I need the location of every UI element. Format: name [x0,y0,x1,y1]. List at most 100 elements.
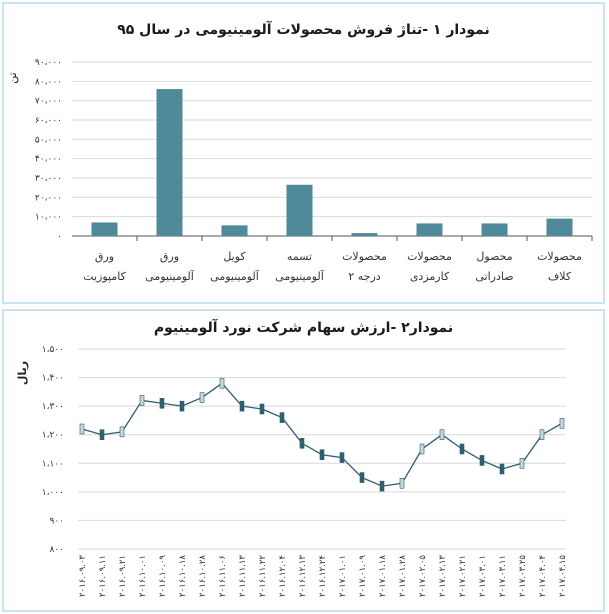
bar [416,223,443,236]
y-tick-label: ۷۰،۰۰۰ [35,97,62,107]
x-tick-label: ۲۰۱۷.۰۳.۰۱ [478,555,488,597]
stock-chart: ۸۰۰ ۹۰۰ ۱،۰۰۰ ۱،۱۰۰ ۱،۲۰۰ ۱،۳۰۰ ۱،۴۰۰ ۱،۵۰۰ ریال… [16,345,568,597]
y-tick-label: ۰ [57,232,62,242]
x-tick-label: ۲۰۱۶.۱۰.۱۸ [178,555,188,597]
x-tick-label: محصولات [407,250,452,263]
x-tick-label: کارمزدی [410,270,450,283]
bar [286,184,313,236]
x-tick-label: ۲۰۱۶.۰۹.۰۳ [78,555,88,597]
x-tick-label: ۲۰۱۷.۰۱.۰۹ [358,555,368,597]
price-point [479,455,485,466]
y-tick-label: ۱،۴۰۰ [42,374,64,384]
bar [221,225,248,236]
y-tick-label: ۹۰،۰۰۰ [35,58,62,68]
price-point [359,472,365,483]
stock-chart-title: نمودار۲ -ارزش سهام شرکت نورد آلومینیوم [153,320,454,336]
x-tick-label: ۲۰۱۶.۱۱.۱۳ [238,555,248,597]
price-point [259,403,265,415]
x-tick-label: ۲۰۱۶.۰۹.۲۱ [118,555,128,597]
price-point [379,480,385,492]
price-point [439,429,445,441]
bar [546,218,573,236]
y-tick-label: ۱،۵۰۰ [42,345,64,355]
x-tick-label: محصول [476,250,512,263]
y-axis-label: تن [6,72,19,83]
x-tick-label: ۲۰۱۷.۰۱.۱۸ [378,555,388,597]
x-tick-label: محصولات [342,250,387,263]
x-tick-label: ۲۰۱۶.۱۱.۲۲ [258,555,268,597]
y-tick-label: ۵۰،۰۰۰ [35,135,62,145]
x-tick-label: ۲۰۱۶.۱۲.۲۴ [318,555,328,597]
price-point [459,443,465,455]
x-tick-label: ۲۰۱۶.۱۲.۰۴ [278,555,288,597]
price-point [319,449,325,461]
y-tick-label: ۱،۳۰۰ [42,402,64,412]
y-tick-label: ۳۰،۰۰۰ [35,174,62,184]
y-tick-label: ۱،۲۰۰ [42,431,64,441]
y-tick-label: ۶۰،۰۰۰ [35,116,62,126]
price-point [179,400,185,412]
price-point [219,377,225,389]
bar-chart: ۰ ۱۰،۰۰۰ ۲۰،۰۰۰ ۳۰،۰۰۰ ۴۰،۰۰۰ ۵۰،۰۰۰ ۶۰،۰۰۰ ۷۰،… [6,58,593,283]
y-tick-label: ۲۰،۰۰۰ [35,193,62,203]
x-tick-label: ورق [160,250,179,263]
x-tick-label: ۲۰۱۷.۰۱.۰۱ [338,555,348,597]
x-tick-label: ۲۰۱۷.۰۲.۱۳ [438,555,448,597]
x-tick-label: ۲۰۱۷.۰۴.۰۴ [538,555,548,597]
price-point [559,417,565,429]
x-tick-label: کویل [223,250,246,263]
price-point [119,426,125,438]
price-point [199,392,205,403]
price-point [499,463,505,475]
price-point [279,412,285,423]
x-tick-label: ۲۰۱۷.۰۴.۱۵ [558,555,568,597]
x-tick-label: کلاف [548,270,572,283]
bar [156,89,183,236]
x-tick-label: ۲۰۱۶.۱۱.۰۶ [218,555,228,597]
stock-chart-panel: نمودار۲ -ارزش سهام شرکت نورد آلومینیوم ۸… [2,309,605,612]
y-tick-label: ۱،۰۰۰ [42,488,64,498]
price-point [139,395,145,406]
x-tick-label: ۲۰۱۷.۰۳.۱۱ [498,555,508,597]
x-tick-label: تسمه [287,250,312,263]
x-tick-label: آلومینیومی [145,269,195,283]
x-tick-label: ۲۰۱۶.۱۰.۰۱ [138,555,148,597]
x-tick-label: کامپوزیت [83,270,126,283]
y-tick-label: ۱۰،۰۰۰ [35,213,62,223]
x-tick-label: ۲۰۱۷.۰۳.۲۵ [518,555,528,597]
bar-chart-panel: نمودار ۱ -تناژ فروش محصولات آلومینیومی د… [2,2,605,304]
y-tick-label: ۱،۱۰۰ [42,459,64,469]
x-tick-label: محصولات [537,250,582,263]
x-tick-label: درجه ۲ [348,270,380,283]
bar-chart-title: نمودار ۱ -تناژ فروش محصولات آلومینیومی د… [117,22,490,38]
y-tick-label: ۸۰۰ [49,545,64,555]
x-tick-label: ۲۰۱۷.۰۲.۲۱ [458,555,468,597]
price-point [79,423,85,435]
y-tick-label: ۸۰،۰۰۰ [35,77,62,87]
y-axis-label: ریال [16,361,29,385]
price-point [239,400,245,412]
bar [351,233,378,236]
y-tick-label: ۴۰،۰۰۰ [35,155,62,165]
price-point [99,429,105,441]
price-point [539,429,545,441]
y-tick-label: ۹۰۰ [49,516,64,526]
x-tick-label: ۲۰۱۷.۰۱.۲۸ [398,555,408,597]
price-point [299,437,305,449]
x-tick-label: ۲۰۱۶.۰۹.۱۱ [98,555,108,597]
x-tick-label: آلومینیومی [210,269,260,283]
x-tick-label: ۲۰۱۶.۱۰.۲۸ [198,555,208,597]
price-point [519,457,525,469]
x-tick-label: ورق [95,250,114,263]
price-point [419,443,425,455]
x-tick-label: صادراتی [475,270,513,283]
x-tick-label: ۲۰۱۶.۱۲.۱۳ [298,555,308,597]
bar [481,223,508,236]
price-point [399,477,405,489]
x-tick-label: ۲۰۱۶.۱۰.۰۹ [158,555,168,597]
x-tick-label: ۲۰۱۷.۰۲.۰۵ [418,555,428,597]
price-point [159,397,165,409]
bar [91,222,118,236]
price-point [339,452,345,463]
x-tick-label: آلومینیومی [275,269,325,283]
